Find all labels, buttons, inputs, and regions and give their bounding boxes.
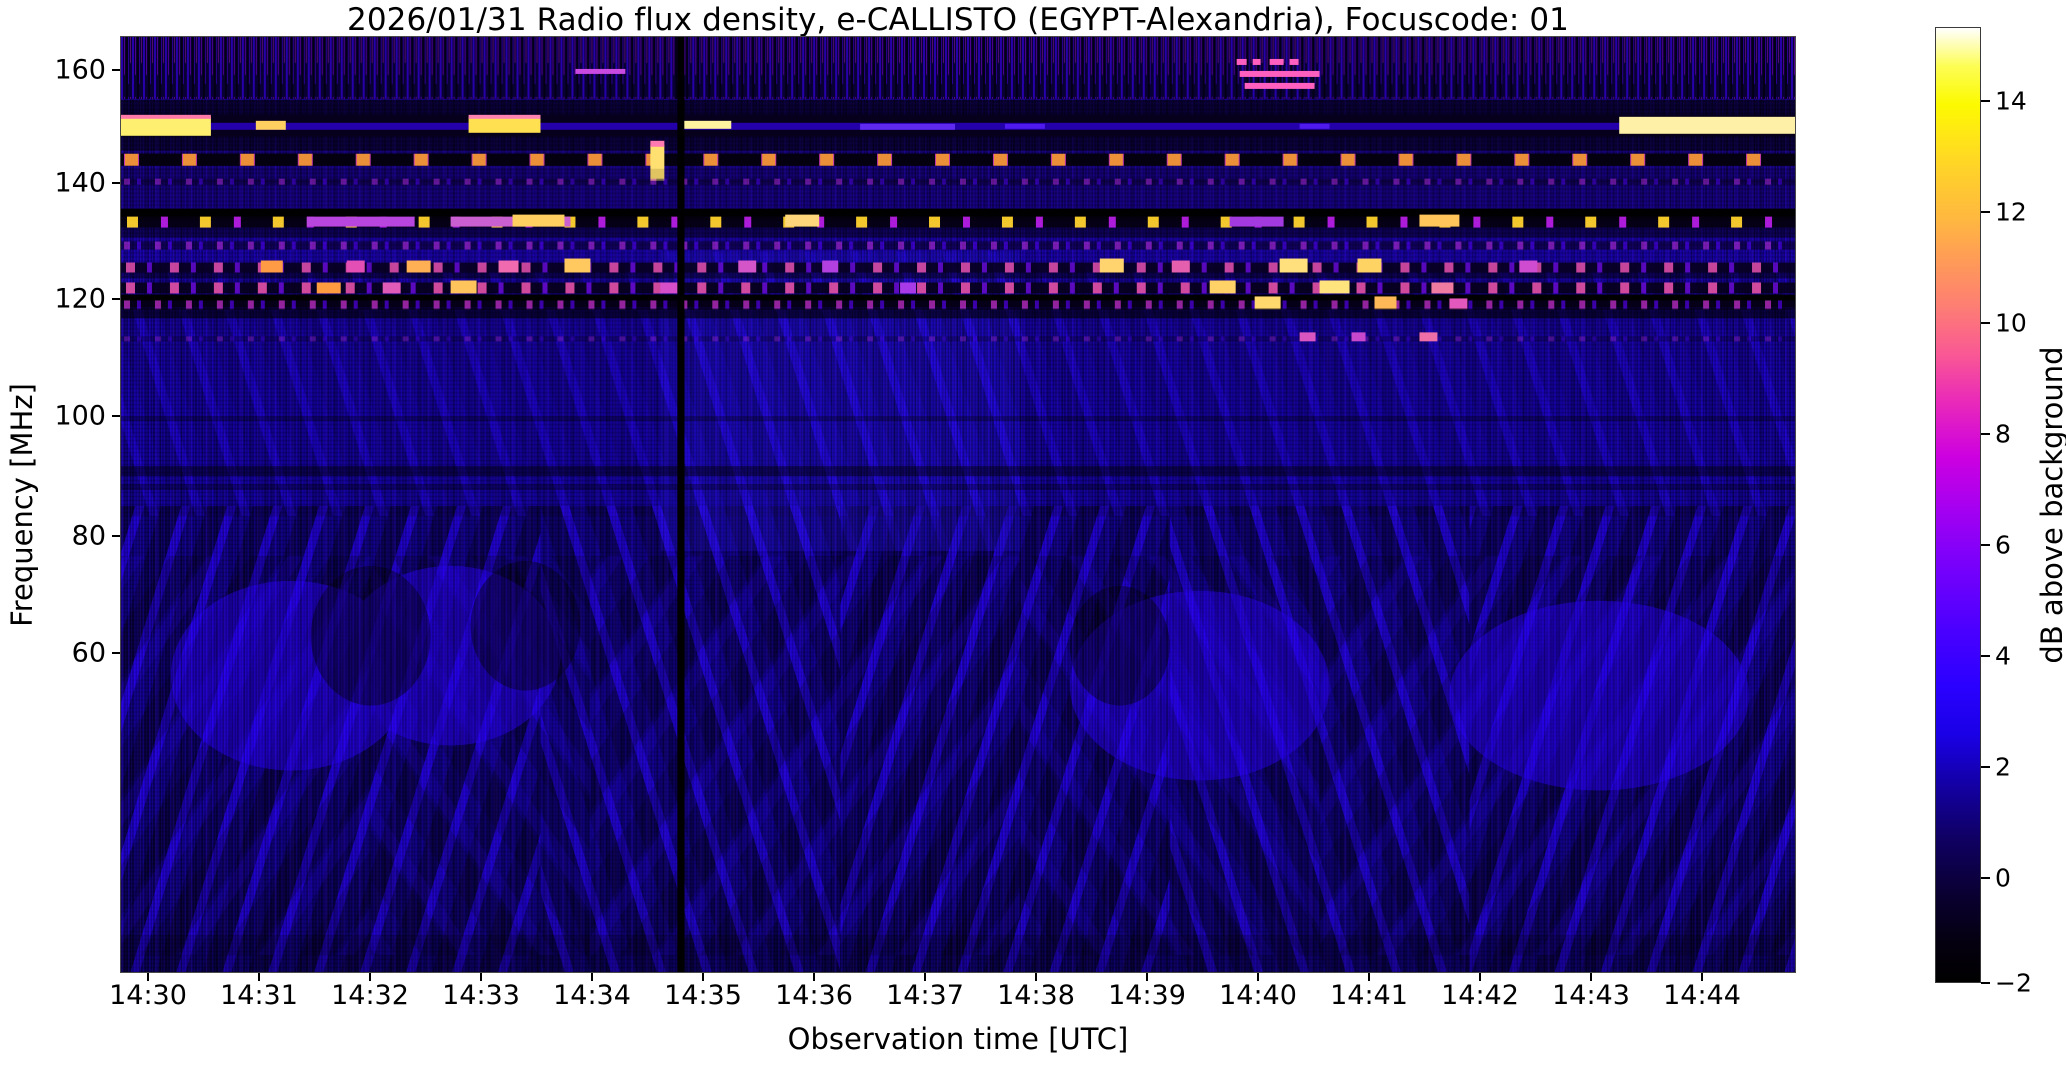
x-tick-mark-9 bbox=[1146, 973, 1148, 981]
cb-tick-mark-4 bbox=[1981, 655, 1990, 657]
x-tick-label-10: 14:40 bbox=[1219, 980, 1297, 1011]
cb-tick-mark-minus2 bbox=[1981, 982, 1990, 984]
x-tick-mark-14 bbox=[1701, 973, 1703, 981]
x-tick-label-8: 14:38 bbox=[997, 980, 1075, 1011]
x-tick-mark-0 bbox=[147, 973, 149, 981]
y-tick-label-140: 140 bbox=[54, 167, 106, 199]
cb-tick-mark-12 bbox=[1981, 211, 1990, 213]
x-tick-label-5: 14:35 bbox=[664, 980, 742, 1011]
cb-tick-label-4: 4 bbox=[1995, 641, 2011, 671]
cb-tick-label-minus2: −2 bbox=[1995, 968, 2032, 998]
cb-tick-label-10: 10 bbox=[1995, 308, 2027, 338]
x-tick-label-9: 14:39 bbox=[1108, 980, 1186, 1011]
cb-tick-label-0: 0 bbox=[1995, 863, 2011, 893]
x-tick-mark-4 bbox=[591, 973, 593, 981]
x-tick-label-6: 14:36 bbox=[775, 980, 853, 1011]
x-tick-mark-3 bbox=[480, 973, 482, 981]
x-tick-label-2: 14:32 bbox=[331, 980, 409, 1011]
x-tick-mark-10 bbox=[1257, 973, 1259, 981]
cb-tick-label-12: 12 bbox=[1995, 197, 2027, 227]
colorbar[interactable] bbox=[1935, 27, 1981, 983]
y-tick-mark-80 bbox=[112, 535, 120, 537]
cb-tick-mark-10 bbox=[1981, 322, 1990, 324]
y-tick-label-100: 100 bbox=[54, 400, 106, 432]
cb-tick-label-14: 14 bbox=[1995, 86, 2027, 116]
y-tick-mark-120 bbox=[112, 298, 120, 300]
colorbar-label-wrap: dB above background bbox=[2035, 27, 2066, 983]
x-tick-mark-2 bbox=[369, 973, 371, 981]
x-tick-mark-13 bbox=[1590, 973, 1592, 981]
x-tick-mark-5 bbox=[702, 973, 704, 981]
cb-tick-label-2: 2 bbox=[1995, 752, 2011, 782]
cb-tick-label-6: 6 bbox=[1995, 530, 2011, 560]
x-tick-label-12: 14:42 bbox=[1441, 980, 1519, 1011]
y-tick-mark-100 bbox=[112, 415, 120, 417]
x-tick-label-4: 14:34 bbox=[553, 980, 631, 1011]
y-tick-mark-60 bbox=[112, 652, 120, 654]
x-tick-label-1: 14:31 bbox=[220, 980, 298, 1011]
x-tick-mark-12 bbox=[1479, 973, 1481, 981]
x-tick-label-3: 14:33 bbox=[442, 980, 520, 1011]
cb-tick-mark-6 bbox=[1981, 544, 1990, 546]
cb-tick-mark-8 bbox=[1981, 433, 1990, 435]
y-axis-label-wrap: Frequency [MHz] bbox=[5, 36, 39, 973]
y-axis-label: Frequency [MHz] bbox=[5, 382, 39, 627]
x-tick-label-0: 14:30 bbox=[109, 980, 187, 1011]
x-tick-label-7: 14:37 bbox=[886, 980, 964, 1011]
x-tick-label-11: 14:41 bbox=[1330, 980, 1408, 1011]
y-tick-label-80: 80 bbox=[71, 520, 106, 552]
x-tick-mark-6 bbox=[813, 973, 815, 981]
cb-tick-mark-14 bbox=[1981, 100, 1990, 102]
y-tick-label-60: 60 bbox=[71, 637, 106, 669]
x-tick-mark-1 bbox=[258, 973, 260, 981]
y-tick-mark-140 bbox=[112, 182, 120, 184]
x-tick-mark-8 bbox=[1035, 973, 1037, 981]
spectrogram-image bbox=[121, 37, 1795, 972]
y-tick-label-160: 160 bbox=[54, 54, 106, 86]
spectrogram-axes[interactable] bbox=[120, 36, 1796, 973]
cb-tick-label-8: 8 bbox=[1995, 419, 2011, 449]
x-tick-mark-7 bbox=[924, 973, 926, 981]
page-title: 2026/01/31 Radio flux density, e-CALLIST… bbox=[347, 2, 1569, 38]
y-tick-label-120: 120 bbox=[54, 283, 106, 315]
x-tick-label-13: 14:43 bbox=[1552, 980, 1630, 1011]
x-tick-mark-11 bbox=[1368, 973, 1370, 981]
x-axis-label: Observation time [UTC] bbox=[787, 1022, 1129, 1056]
cb-tick-mark-2 bbox=[1981, 766, 1990, 768]
colorbar-label: dB above background bbox=[2035, 346, 2066, 664]
cb-tick-mark-0 bbox=[1981, 877, 1990, 879]
y-tick-mark-160 bbox=[112, 69, 120, 71]
x-tick-label-14: 14:44 bbox=[1663, 980, 1741, 1011]
